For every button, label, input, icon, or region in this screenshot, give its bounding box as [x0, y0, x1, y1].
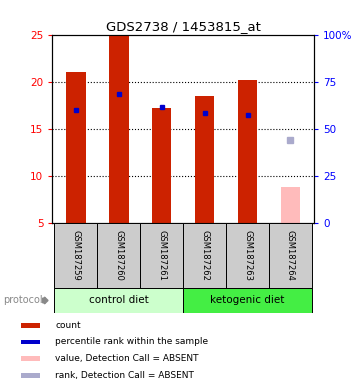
Text: control diet: control diet — [89, 295, 149, 306]
FancyBboxPatch shape — [226, 223, 269, 288]
FancyBboxPatch shape — [140, 223, 183, 288]
Text: ketogenic diet: ketogenic diet — [210, 295, 285, 306]
Text: count: count — [55, 321, 81, 330]
Bar — [21, 356, 40, 361]
Text: GSM187261: GSM187261 — [157, 230, 166, 281]
Bar — [152, 108, 171, 223]
Text: protocol: protocol — [4, 295, 43, 306]
Text: GSM187264: GSM187264 — [286, 230, 295, 281]
Text: GSM187260: GSM187260 — [114, 230, 123, 281]
Text: GSM187263: GSM187263 — [243, 230, 252, 281]
Bar — [109, 35, 129, 223]
Text: GSM187262: GSM187262 — [200, 230, 209, 281]
Text: GSM187259: GSM187259 — [71, 230, 81, 281]
FancyBboxPatch shape — [55, 223, 97, 288]
FancyBboxPatch shape — [97, 223, 140, 288]
FancyBboxPatch shape — [183, 223, 226, 288]
Text: percentile rank within the sample: percentile rank within the sample — [55, 338, 208, 346]
Bar — [281, 187, 300, 223]
Bar — [238, 80, 257, 223]
Bar — [21, 323, 40, 328]
Bar — [21, 373, 40, 378]
Text: rank, Detection Call = ABSENT: rank, Detection Call = ABSENT — [55, 371, 194, 380]
Text: value, Detection Call = ABSENT: value, Detection Call = ABSENT — [55, 354, 199, 363]
FancyBboxPatch shape — [269, 223, 312, 288]
Bar — [66, 72, 86, 223]
Bar — [195, 96, 214, 223]
FancyBboxPatch shape — [55, 288, 183, 313]
FancyBboxPatch shape — [183, 288, 312, 313]
Bar — [21, 340, 40, 344]
Title: GDS2738 / 1453815_at: GDS2738 / 1453815_at — [106, 20, 261, 33]
